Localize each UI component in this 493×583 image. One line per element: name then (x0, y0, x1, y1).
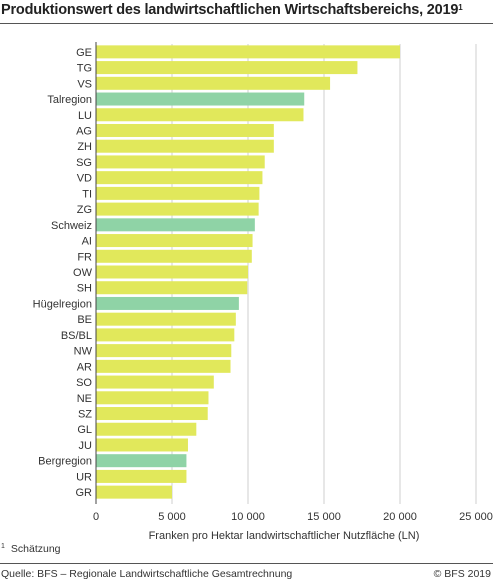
category-label: UR (76, 471, 92, 483)
bar-ai (96, 234, 253, 248)
category-label: NW (74, 346, 93, 358)
bar-sg (96, 155, 265, 169)
bar-lu (96, 108, 304, 122)
bar-bergregion (96, 454, 187, 468)
x-tick-label: 20 000 (383, 511, 417, 523)
category-label: SG (76, 157, 92, 169)
bar-gr (96, 485, 172, 499)
category-label: SZ (78, 409, 92, 421)
chart-title-text: Produktionswert des landwirtschaftlichen… (1, 2, 459, 18)
category-label: FR (77, 251, 92, 263)
category-label: SH (77, 283, 92, 295)
bar-gl (96, 422, 197, 436)
x-tick-label: 5 000 (158, 511, 186, 523)
x-tick-label: 10 000 (231, 511, 265, 523)
category-label: TI (82, 188, 92, 200)
category-label: JU (79, 440, 93, 452)
bar-ju (96, 438, 188, 452)
bar-ge (96, 45, 400, 59)
bar-ow (96, 265, 248, 279)
category-label: TG (77, 63, 92, 75)
bar-sh (96, 281, 248, 295)
category-label: Bergregion (38, 456, 92, 468)
bar-vd (96, 171, 263, 185)
category-label: SO (76, 377, 92, 389)
bar-tg (96, 61, 358, 75)
bar-hügelregion (96, 296, 239, 310)
category-label: BS/BL (61, 330, 92, 342)
category-label: AG (76, 125, 92, 137)
footnote: 1 Schätzung (1, 543, 61, 555)
bar-ne (96, 391, 209, 405)
bar-vs (96, 76, 331, 90)
category-label: Hügelregion (33, 298, 92, 310)
category-label: GE (76, 47, 92, 59)
title-footnote-mark: 1 (458, 3, 463, 12)
category-label: BE (77, 314, 92, 326)
category-label: ZH (77, 141, 92, 153)
bar-ur (96, 469, 187, 483)
x-tick-label: 15 000 (307, 511, 341, 523)
bar-talregion (96, 92, 305, 106)
category-label: Talregion (47, 94, 92, 106)
category-label: AI (82, 236, 92, 248)
category-label: GR (76, 487, 93, 499)
footnote-text: Schätzung (10, 543, 61, 555)
bar-so (96, 375, 214, 389)
x-tick-label: 25 000 (459, 511, 493, 523)
copyright-note: © BFS 2019 (433, 568, 491, 580)
x-axis-title: Franken pro Hektar landwirtschaftlicher … (149, 530, 420, 542)
bar-schweiz (96, 218, 255, 232)
bar-be (96, 312, 236, 326)
category-label: OW (73, 267, 93, 279)
footnote-mark: 1 (1, 543, 5, 550)
category-label: GL (77, 424, 92, 436)
category-label: Schweiz (51, 220, 92, 232)
bar-nw (96, 344, 232, 358)
bar-bs-bl (96, 328, 235, 342)
bar-ti (96, 186, 260, 200)
chart-title: Produktionswert des landwirtschaftlichen… (1, 2, 463, 18)
category-label: ZG (77, 204, 92, 216)
category-label: VS (77, 78, 92, 90)
category-label: AR (77, 361, 92, 373)
bar-fr (96, 249, 252, 263)
category-label: LU (78, 110, 92, 122)
title-divider (0, 23, 493, 24)
x-tick-label: 0 (93, 511, 99, 523)
bar-ag (96, 123, 274, 137)
bar-zh (96, 139, 274, 153)
bar-sz (96, 407, 208, 421)
bar-zg (96, 202, 259, 216)
category-label: VD (77, 173, 92, 185)
bar-ar (96, 359, 231, 373)
category-label: NE (77, 393, 92, 405)
footer-divider (0, 563, 493, 564)
source-note: Quelle: BFS – Regionale Landwirtschaftli… (1, 568, 293, 580)
